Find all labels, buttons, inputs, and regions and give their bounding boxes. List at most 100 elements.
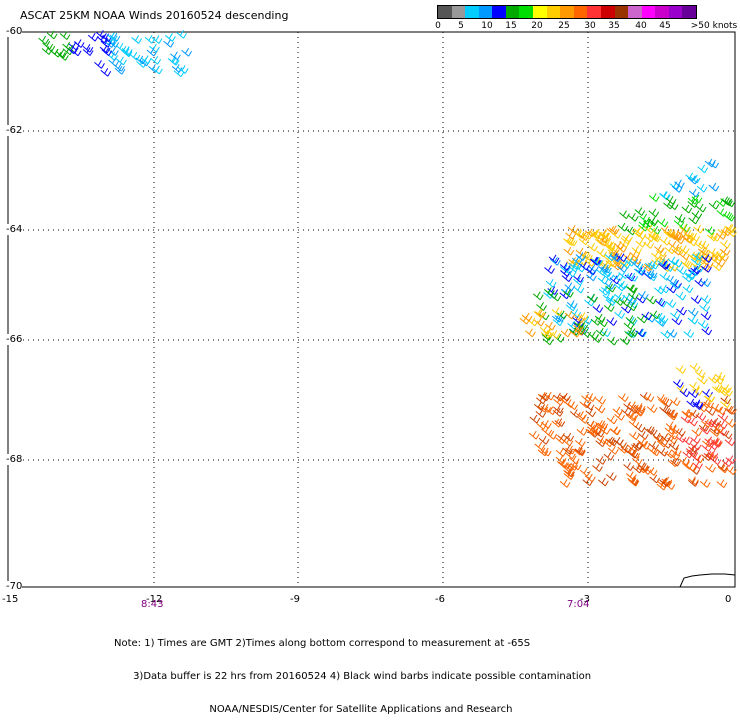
map-frame	[7, 31, 736, 588]
wind-barb	[41, 46, 53, 55]
wind-barb	[595, 395, 607, 405]
wind-barb	[543, 287, 555, 296]
wind-barb	[679, 388, 691, 398]
wind-barb	[602, 438, 614, 448]
wind-barb	[700, 278, 712, 287]
colorbar-label: 45	[659, 21, 671, 31]
wind-barb	[565, 230, 577, 240]
wind-barb	[170, 51, 181, 61]
wind-barb	[668, 441, 680, 451]
wind-barb	[547, 286, 559, 295]
wind-barb	[602, 292, 614, 302]
wind-barb	[682, 284, 694, 294]
wind-barb	[659, 236, 671, 246]
wind-barb	[664, 449, 675, 459]
wind-barb	[601, 268, 613, 278]
wind-barb	[674, 213, 686, 223]
wind-barb	[82, 47, 94, 56]
wind-barb	[592, 304, 604, 313]
colorbar-swatch	[641, 6, 656, 18]
wind-barb	[658, 261, 669, 270]
colorbar-swatch	[587, 6, 601, 18]
wind-barb	[591, 228, 603, 238]
wind-barb	[602, 272, 614, 281]
wind-barb	[528, 430, 540, 440]
colorbar-swatch	[465, 6, 479, 18]
wind-barb	[540, 447, 552, 457]
wind-barb	[659, 404, 670, 414]
wind-barb	[131, 35, 143, 44]
wind-barb	[709, 428, 721, 437]
wind-barb	[687, 315, 699, 325]
wind-barb	[689, 363, 701, 372]
wind-barb	[114, 65, 126, 75]
note-line-1: Note: 1) Times are GMT 2)Times along bot…	[114, 638, 531, 649]
wind-barb	[720, 399, 731, 409]
wind-barb	[540, 330, 552, 339]
wind-barb	[563, 289, 574, 298]
wind-barb	[701, 254, 713, 263]
wind-barb	[716, 231, 727, 240]
wind-barb	[564, 310, 576, 320]
wind-barb	[68, 41, 80, 51]
wind-barb	[628, 431, 640, 441]
wind-barb	[595, 327, 607, 337]
wind-barb	[140, 55, 152, 64]
wind-barb	[631, 245, 643, 255]
wind-barb	[537, 447, 549, 457]
wind-barb	[596, 423, 607, 432]
wind-barb	[653, 434, 665, 443]
wind-barb	[533, 401, 545, 411]
wind-barb	[695, 203, 707, 213]
wind-barb	[687, 199, 699, 208]
wind-barb	[694, 369, 706, 378]
wind-barb	[521, 312, 533, 322]
wind-barb	[681, 204, 693, 214]
wind-barb	[717, 412, 729, 422]
wind-barb	[669, 397, 681, 407]
wind-barb	[62, 41, 74, 51]
wind-barb	[544, 265, 555, 274]
colorbar-swatch	[519, 6, 534, 18]
wind-barb	[716, 208, 728, 217]
wind-barb	[704, 436, 716, 446]
colorbar-swatch	[668, 6, 683, 18]
wind-barb	[644, 224, 656, 234]
wind-barb	[633, 407, 645, 417]
wind-barb	[701, 264, 712, 273]
wind-barb	[582, 477, 594, 487]
wind-barb	[647, 445, 659, 455]
wind-barb	[595, 456, 607, 465]
time-label: 8:43	[141, 599, 164, 610]
colorbar-label: >50 knots	[690, 21, 738, 31]
wind-barb	[657, 218, 669, 228]
wind-barb	[626, 316, 638, 326]
wind-barb	[690, 441, 702, 451]
wind-barb	[634, 423, 646, 433]
wind-barb	[685, 462, 697, 472]
wind-barb	[579, 399, 591, 409]
wind-barb	[690, 256, 702, 266]
latitude-label: -64	[6, 224, 23, 235]
wind-barb	[552, 408, 564, 417]
longitude-label: 0	[725, 594, 732, 605]
wind-barb	[555, 448, 567, 457]
wind-barb	[587, 293, 598, 303]
wind-barb	[46, 30, 58, 40]
wind-barb	[687, 417, 698, 427]
wind-barb	[697, 246, 709, 256]
wind-barb	[688, 478, 699, 487]
wind-barb	[687, 175, 699, 185]
wind-barb	[701, 418, 712, 428]
latitude-label: -60	[6, 26, 23, 37]
wind-barb	[628, 418, 640, 428]
wind-barb	[654, 244, 665, 253]
wind-barb	[649, 310, 661, 320]
wind-barb	[650, 226, 662, 235]
wind-barb	[643, 393, 655, 402]
longitude-label: -6	[435, 594, 445, 605]
wind-barb	[578, 236, 590, 246]
wind-barb	[711, 262, 723, 272]
wind-barb	[591, 334, 602, 343]
wind-barb	[721, 430, 733, 440]
